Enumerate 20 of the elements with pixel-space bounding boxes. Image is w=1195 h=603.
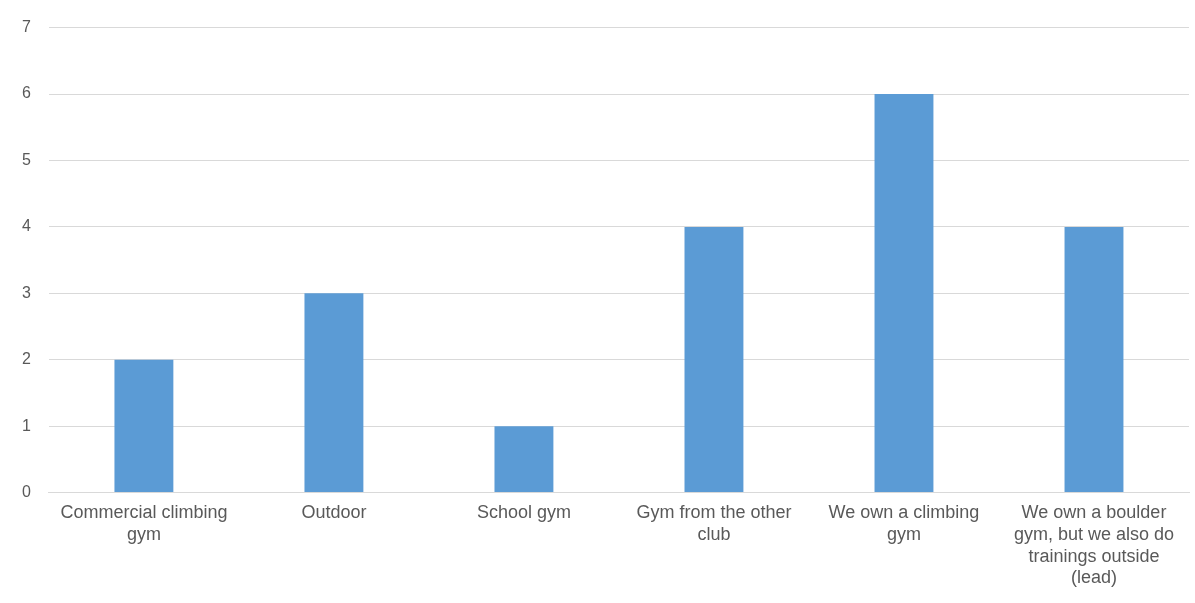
x-tick-label: We own a climbing gym	[828, 502, 980, 544]
bar	[114, 359, 174, 493]
y-tick-label: 6	[21, 84, 31, 102]
bar	[494, 426, 554, 493]
bar	[874, 94, 934, 493]
bar	[1064, 226, 1124, 493]
y-tick-label: 7	[21, 18, 31, 36]
bar	[684, 226, 744, 493]
x-tick-label: Outdoor	[301, 502, 367, 523]
y-tick-label: 3	[21, 283, 31, 301]
y-tick-label: 4	[21, 217, 31, 235]
y-tick-label: 0	[21, 483, 31, 501]
x-tick-label: School gym	[476, 502, 571, 523]
y-tick-label: 5	[21, 150, 31, 168]
x-tick-label: We own a boulder gym, but we also do trainings outside (lead)	[1013, 502, 1175, 588]
y-tick-label: 2	[21, 350, 31, 368]
y-tick-label: 1	[21, 416, 31, 434]
bar	[304, 293, 364, 493]
x-tick-label: Commercial climbing gym	[60, 502, 228, 544]
x-tick-label: Gym from the other club	[636, 502, 792, 544]
